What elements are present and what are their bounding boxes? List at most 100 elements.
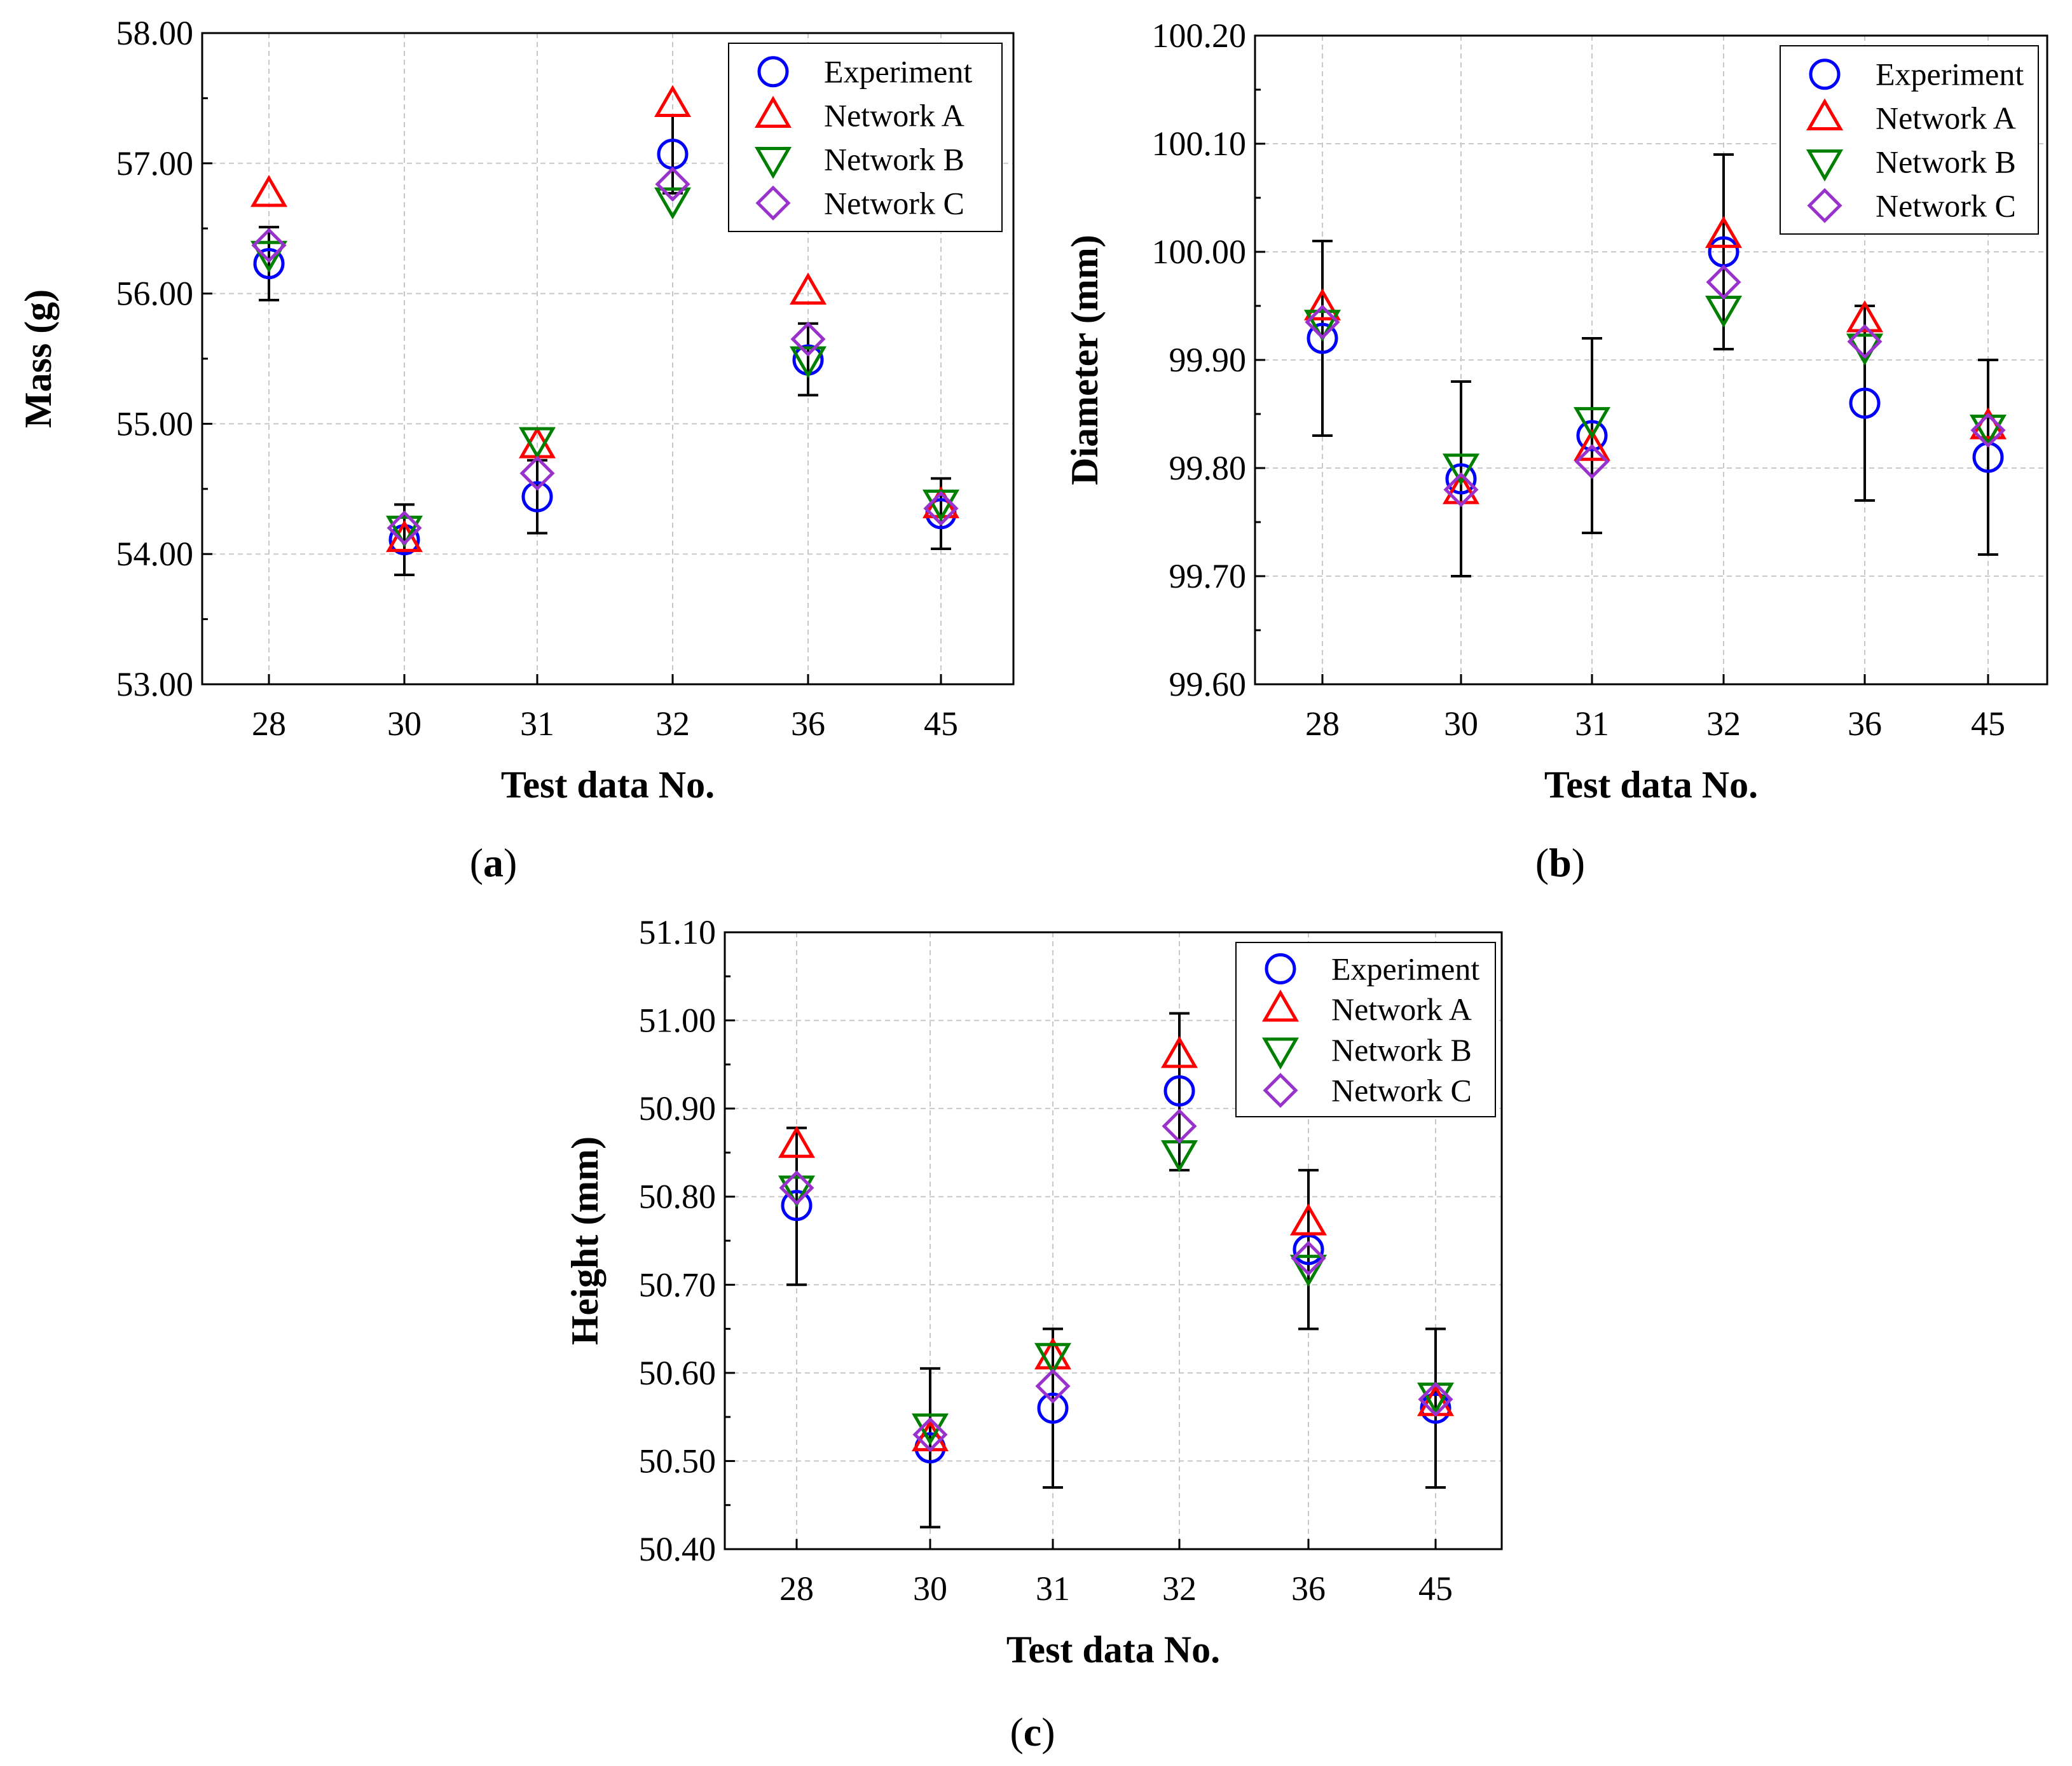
legend-marker [755, 185, 791, 221]
legend-box [728, 43, 1003, 232]
data-point [779, 1170, 814, 1206]
legend: Experiment Network A Network B Network C [728, 43, 1003, 232]
y-tick-label: 56.00 [116, 275, 194, 313]
legend-marker [1263, 1073, 1298, 1108]
y-axis-title: Diameter (mm) [1064, 235, 1106, 485]
x-tick-label: 32 [1706, 705, 1741, 743]
data-point [1442, 472, 1480, 504]
data-point [654, 187, 692, 220]
legend-label: Network C [1331, 1073, 1472, 1108]
data-point [1037, 1392, 1069, 1424]
data-point [1847, 324, 1883, 359]
legend: Experiment Network A Network B Network C [1780, 45, 2039, 235]
series-network-b [250, 187, 960, 548]
x-tick-label: 31 [520, 705, 554, 743]
panel-caption: (c) [1010, 1709, 1055, 1755]
data-point [1303, 310, 1341, 342]
data-point [1289, 1255, 1328, 1287]
data-point [1034, 1337, 1072, 1370]
data-point [518, 427, 556, 459]
y-tick-label: 50.50 [639, 1442, 717, 1480]
data-point [923, 490, 959, 527]
y-tick-label: 100.00 [1152, 233, 1247, 271]
data-point [654, 85, 692, 118]
x-tick-label: 28 [1305, 705, 1340, 743]
series-network-b [778, 1140, 1455, 1446]
y-tick-label: 54.00 [116, 535, 194, 573]
x-tick-label: 36 [1291, 1569, 1326, 1608]
data-point [1705, 216, 1743, 248]
y-tick-label: 100.20 [1152, 17, 1247, 55]
data-point [1418, 1381, 1453, 1417]
x-tick-label: 45 [924, 705, 958, 743]
legend: Experiment Network A Network B Network C [1235, 942, 1496, 1117]
legend-label: Experiment [1876, 57, 2024, 92]
legend-marker [757, 56, 789, 88]
y-tick-label: 51.10 [639, 913, 717, 951]
x-tick-label: 32 [655, 705, 690, 743]
data-point [1291, 1241, 1326, 1276]
y-tick-label: 50.80 [639, 1178, 717, 1216]
x-tick-label: 45 [1971, 705, 2005, 743]
data-point [1573, 407, 1611, 439]
legend-marker [1807, 188, 1842, 223]
data-point [1574, 444, 1610, 479]
x-axis: 28 30 31 32 36 45 [252, 674, 958, 743]
data-point [1293, 1234, 1324, 1266]
data-point [1970, 412, 2006, 448]
legend-label: Network B [1876, 144, 2016, 179]
data-point [1443, 472, 1479, 507]
legend-marker [1806, 149, 1844, 182]
y-axis-title: Mass (g) [17, 289, 59, 428]
x-axis-title: Test data No. [1006, 1629, 1220, 1671]
data-point [789, 272, 827, 305]
legend-label: Network B [1331, 1032, 1472, 1068]
y-axis: 53.00 54.00 55.00 56.00 57.00 58.00 [116, 14, 212, 703]
caption-close-paren: ) [504, 840, 517, 885]
data-point [385, 515, 423, 548]
chart-panel-b: 99.60 99.70 99.80 99.90 100.00 100.10 100.20 28… [1064, 17, 2048, 885]
legend-marker [1261, 1037, 1300, 1070]
legend-marker [1261, 990, 1300, 1022]
legend-label: Experiment [824, 54, 972, 90]
legend-marker [1809, 59, 1841, 90]
data-point [251, 228, 287, 263]
legend-label: Network C [1876, 188, 2016, 223]
y-axis: 99.60 99.70 99.80 99.90 100.00 100.10 100.20 [1152, 17, 1265, 703]
x-axis-title: Test data No. [501, 764, 715, 806]
y-tick-label: 100.10 [1152, 125, 1247, 163]
chart-panel-a: 53.00 54.00 55.00 56.00 57.00 58.00 28 30 31 32 36… [17, 14, 1015, 885]
data-point [519, 455, 555, 491]
legend-marker [1265, 953, 1296, 984]
legend-label: Network C [824, 185, 964, 221]
legend-box [1780, 45, 2039, 235]
y-tick-label: 50.40 [639, 1530, 717, 1568]
data-point [790, 321, 826, 357]
data-point [250, 240, 288, 273]
data-point [912, 1417, 948, 1452]
x-tick-label: 36 [791, 705, 825, 743]
data-point [253, 247, 285, 279]
data-point [655, 167, 690, 202]
series-experiment [781, 1075, 1451, 1464]
x-tick-label: 28 [779, 1569, 814, 1608]
data-point [521, 481, 553, 513]
panel-caption: (b) [1535, 840, 1585, 885]
y-tick-label: 58.00 [116, 14, 194, 52]
series-network-c [779, 1108, 1453, 1452]
x-axis: 28 30 31 32 36 45 [1305, 674, 2005, 743]
legend-label: Network A [824, 98, 964, 134]
y-axis-title: Height (mm) [564, 1136, 606, 1345]
x-tick-label: 30 [387, 705, 422, 743]
data-point [1289, 1203, 1328, 1236]
x-tick-label: 36 [1848, 705, 1882, 743]
data-point [1034, 1342, 1072, 1376]
x-tick-label: 32 [1162, 1569, 1197, 1608]
data-point [1303, 288, 1341, 321]
legend-label: Network A [1876, 100, 2016, 136]
series-network-c [1305, 265, 2006, 507]
y-tick-label: 99.90 [1169, 341, 1247, 379]
data-point [1305, 304, 1340, 340]
caption-open-paren: ( [1535, 840, 1549, 885]
data-point [1163, 1075, 1195, 1107]
